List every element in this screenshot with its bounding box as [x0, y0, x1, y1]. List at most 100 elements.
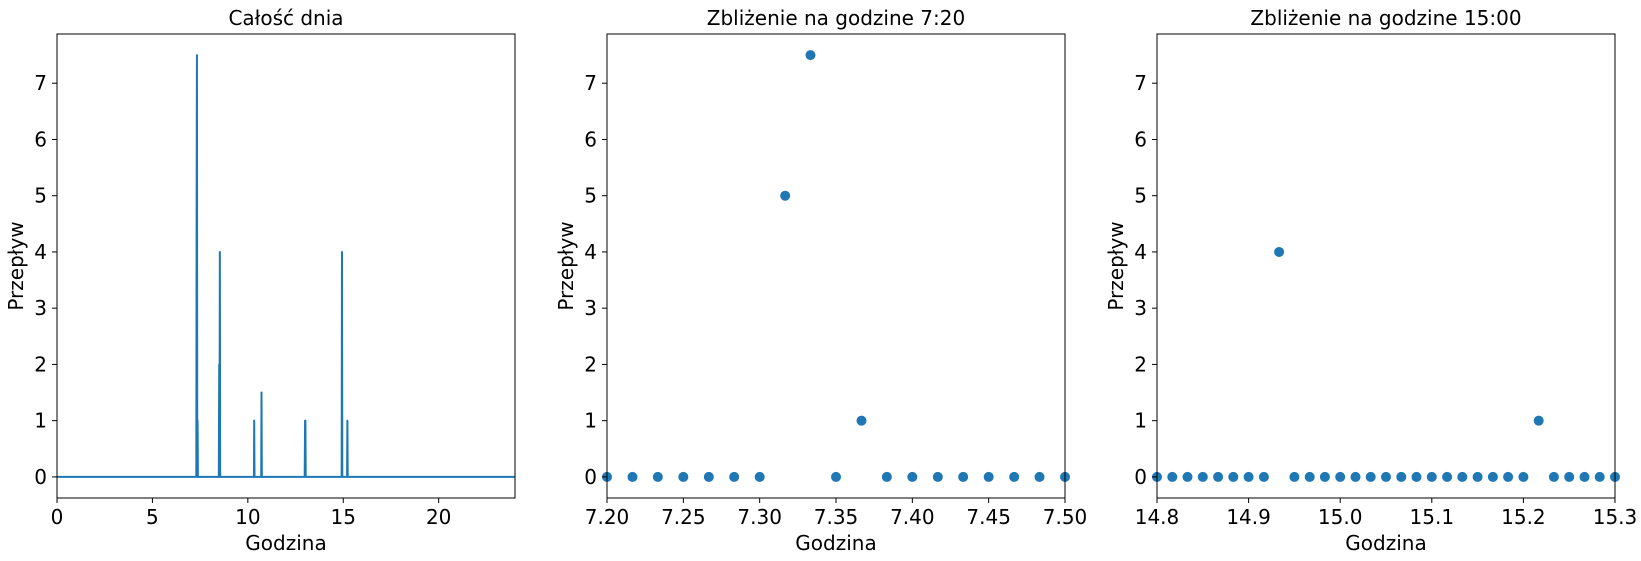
data-point: [1426, 471, 1437, 482]
y-tick-label: 7: [584, 71, 597, 95]
x-tick-label: 14.9: [1226, 505, 1271, 529]
data-point: [1213, 471, 1224, 482]
data-point: [678, 471, 689, 482]
y-tick-label: 7: [34, 71, 47, 95]
y-tick-label: 3: [1134, 296, 1147, 320]
data-point: [1365, 471, 1376, 482]
data-point: [1564, 471, 1575, 482]
data-point: [907, 471, 918, 482]
data-point: [983, 471, 994, 482]
data-point: [1503, 471, 1514, 482]
y-tick-label: 5: [1134, 184, 1147, 208]
y-tick-label: 2: [34, 352, 47, 376]
data-point: [1197, 471, 1208, 482]
y-tick-label: 5: [584, 184, 597, 208]
x-tick-label: 10: [235, 505, 260, 529]
plot-frame: [606, 33, 1066, 499]
data-point: [1396, 471, 1407, 482]
x-tick-label: 14.8: [1135, 505, 1180, 529]
x-tick-label: 7.20: [585, 505, 630, 529]
y-tick-label: 6: [1134, 127, 1147, 151]
y-tick-label: 1: [34, 409, 47, 433]
plot-frame: [56, 33, 516, 499]
x-tick-label: 7.30: [737, 505, 782, 529]
y-tick-label: 7: [1134, 71, 1147, 95]
data-point: [1442, 471, 1453, 482]
y-tick-label: 2: [1134, 352, 1147, 376]
y-tick-label: 4: [584, 240, 597, 264]
chart-title-zoom-15-00: Zbliżenie na godzine 15:00: [1250, 6, 1521, 30]
y-tick-label: 5: [34, 184, 47, 208]
y-tick-label: 4: [34, 240, 47, 264]
data-point: [856, 415, 867, 426]
data-point: [652, 471, 663, 482]
y-tick-label: 6: [584, 127, 597, 151]
y-tick-label: 3: [584, 296, 597, 320]
data-point: [1182, 471, 1193, 482]
data-point: [1009, 471, 1020, 482]
y-tick-label: 1: [584, 409, 597, 433]
x-tick-label: 0: [51, 505, 64, 529]
data-point: [1243, 471, 1254, 482]
data-point: [805, 50, 816, 61]
x-tick-label: 7.40: [890, 505, 935, 529]
y-axis-label: Przepływ: [554, 221, 578, 310]
x-tick-label: 15.0: [1318, 505, 1363, 529]
panel-zoom-7-20: Zbliżenie na godzine 7:20 7.20 7.25 7.30 7.3…: [554, 6, 1087, 555]
x-tick-label: 15.3: [1593, 505, 1638, 529]
data-point: [1319, 471, 1330, 482]
data-point: [932, 471, 943, 482]
data-point: [1167, 471, 1178, 482]
data-point: [703, 471, 714, 482]
y-tick-label: 0: [584, 465, 597, 489]
y-axis-label: Przepływ: [1104, 221, 1128, 310]
data-point: [780, 190, 791, 201]
data-point: [1487, 471, 1498, 482]
data-point: [1034, 471, 1045, 482]
data-point: [1548, 471, 1559, 482]
data-point: [1518, 471, 1529, 482]
data-point: [1304, 471, 1315, 482]
data-point: [1472, 471, 1483, 482]
data-point: [1289, 471, 1300, 482]
y-axis-label: Przepływ: [4, 221, 28, 310]
data-point: [1381, 471, 1391, 482]
x-tick-label: 15: [331, 505, 356, 529]
data-point: [1350, 471, 1361, 482]
x-axis-label: Godzina: [1345, 531, 1426, 555]
panel-full-day: Całość dnia 0 5 10 15 20 0 1 2 3 4 5 6 7 Godzina Przepł…: [4, 6, 516, 555]
y-tick-label: 0: [1134, 465, 1147, 489]
data-point: [1274, 246, 1285, 257]
x-tick-label: 20: [426, 505, 451, 529]
data-point: [1594, 471, 1605, 482]
x-tick-label: 15.2: [1501, 505, 1546, 529]
data-point: [1533, 415, 1544, 426]
data-point: [831, 471, 841, 482]
chart-title-zoom-7-20: Zbliżenie na godzine 7:20: [707, 6, 965, 30]
data-point: [1457, 471, 1468, 482]
data-point: [1579, 471, 1590, 482]
data-point: [754, 471, 765, 482]
data-point: [729, 471, 740, 482]
data-point: [1258, 471, 1269, 482]
y-tick-label: 0: [34, 465, 47, 489]
x-tick-label: 5: [146, 505, 159, 529]
data-point: [1411, 471, 1422, 482]
x-tick-label: 7.50: [1043, 505, 1088, 529]
x-tick-label: 7.35: [814, 505, 859, 529]
x-tick-label: 7.25: [661, 505, 706, 529]
data-point: [958, 471, 969, 482]
series-line: [57, 54, 515, 478]
plot-frame: [1156, 33, 1616, 499]
data-point: [627, 471, 638, 482]
y-tick-label: 4: [1134, 240, 1147, 264]
y-tick-label: 2: [584, 352, 597, 376]
y-tick-label: 1: [1134, 409, 1147, 433]
x-axis-label: Godzina: [245, 531, 326, 555]
data-point: [1335, 471, 1346, 482]
data-point: [881, 471, 892, 482]
y-tick-label: 3: [34, 296, 47, 320]
x-tick-label: 15.1: [1410, 505, 1455, 529]
